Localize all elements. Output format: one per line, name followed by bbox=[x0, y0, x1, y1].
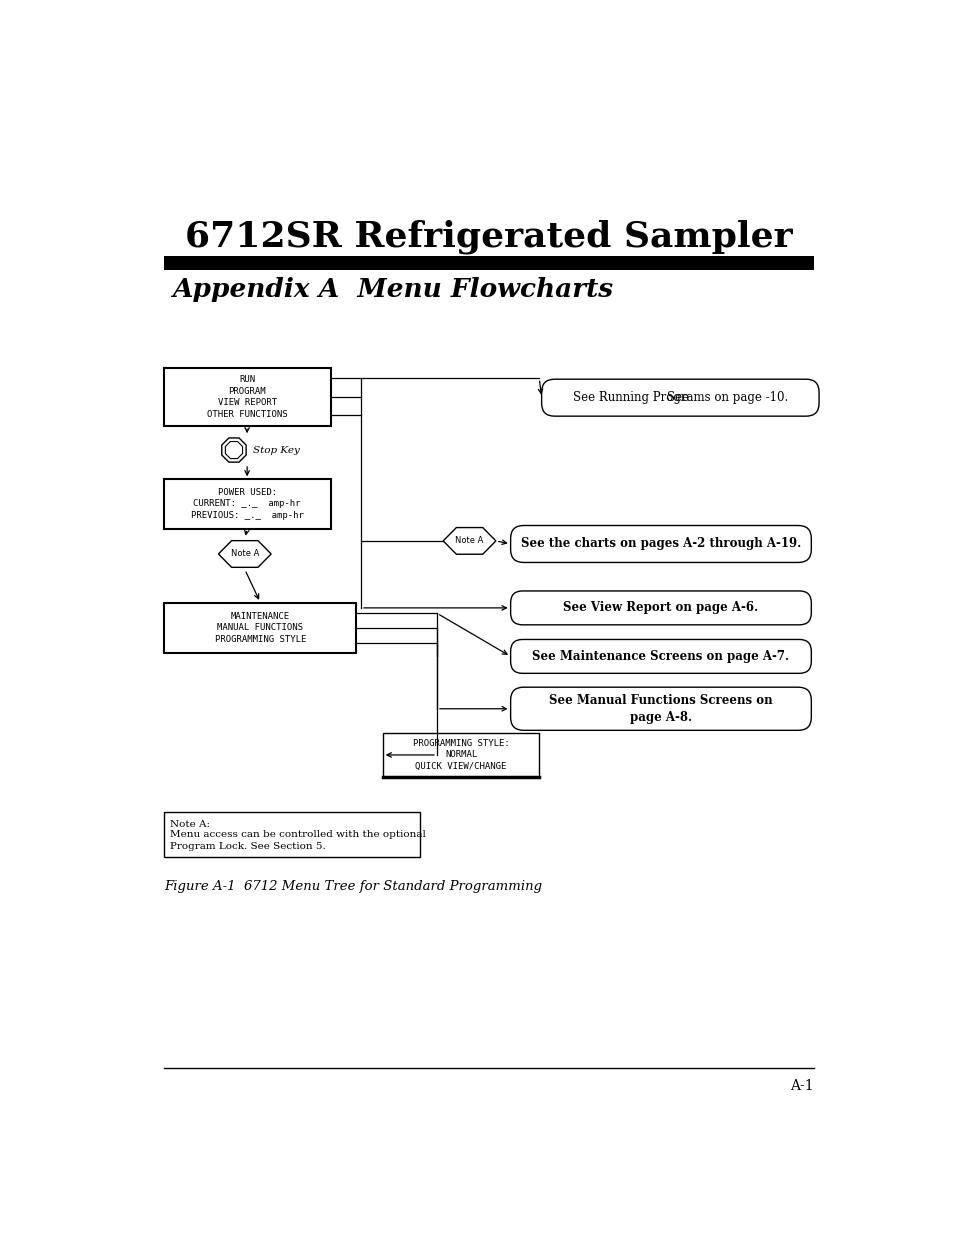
Text: A-1: A-1 bbox=[789, 1079, 813, 1093]
Text: 6712SR Refrigerated Sampler: 6712SR Refrigerated Sampler bbox=[185, 220, 792, 254]
Text: Note A:: Note A: bbox=[171, 820, 211, 829]
FancyBboxPatch shape bbox=[510, 592, 810, 625]
FancyBboxPatch shape bbox=[510, 640, 810, 673]
Text: See Manual Functions Screens on
page A-8.: See Manual Functions Screens on page A-8… bbox=[549, 694, 772, 724]
Text: Note A: Note A bbox=[455, 536, 483, 546]
FancyBboxPatch shape bbox=[510, 526, 810, 562]
Bar bbox=[382, 734, 538, 777]
Text: See Maintenance Screens on page A-7.: See Maintenance Screens on page A-7. bbox=[532, 650, 789, 663]
Text: POWER USED:
CURRENT: _._  amp-hr
PREVIOUS: _._  amp-hr: POWER USED: CURRENT: _._ amp-hr PREVIOUS… bbox=[191, 488, 303, 520]
Text: Appendix A  Menu Flowcharts: Appendix A Menu Flowcharts bbox=[172, 277, 613, 301]
Polygon shape bbox=[218, 541, 271, 567]
Text: Note A: Note A bbox=[231, 550, 258, 558]
Bar bbox=[164, 256, 813, 270]
Polygon shape bbox=[221, 438, 246, 462]
Text: Figure A-1  6712 Menu Tree for Standard Programming: Figure A-1 6712 Menu Tree for Standard P… bbox=[164, 879, 541, 893]
Bar bbox=[164, 368, 331, 426]
Polygon shape bbox=[443, 527, 496, 555]
FancyBboxPatch shape bbox=[510, 687, 810, 730]
Polygon shape bbox=[225, 441, 242, 458]
Text: MAINTENANCE
MANUAL FUNCTIONS
PROGRAMMING STYLE: MAINTENANCE MANUAL FUNCTIONS PROGRAMMING… bbox=[214, 611, 306, 645]
Text: Menu access can be controlled with the optional
Program Lock. See Section 5.: Menu access can be controlled with the o… bbox=[171, 830, 426, 851]
Text: Stop Key: Stop Key bbox=[253, 446, 300, 454]
Text: See the charts on pages A-2 through A-19.: See the charts on pages A-2 through A-19… bbox=[520, 537, 801, 551]
Text: See Running Programs on page -10.: See Running Programs on page -10. bbox=[572, 391, 787, 404]
Bar bbox=[164, 479, 331, 529]
Bar bbox=[164, 811, 419, 857]
Text: See: See bbox=[667, 391, 693, 404]
FancyBboxPatch shape bbox=[541, 379, 819, 416]
Text: RUN
PROGRAM
VIEW REPORT
OTHER FUNCTIONS: RUN PROGRAM VIEW REPORT OTHER FUNCTIONS bbox=[207, 374, 287, 419]
Text: See View Report on page A-6.: See View Report on page A-6. bbox=[563, 601, 758, 614]
Text: PROGRAMMING STYLE:
NORMAL
QUICK VIEW/CHANGE: PROGRAMMING STYLE: NORMAL QUICK VIEW/CHA… bbox=[413, 739, 509, 772]
Bar bbox=[164, 603, 356, 653]
